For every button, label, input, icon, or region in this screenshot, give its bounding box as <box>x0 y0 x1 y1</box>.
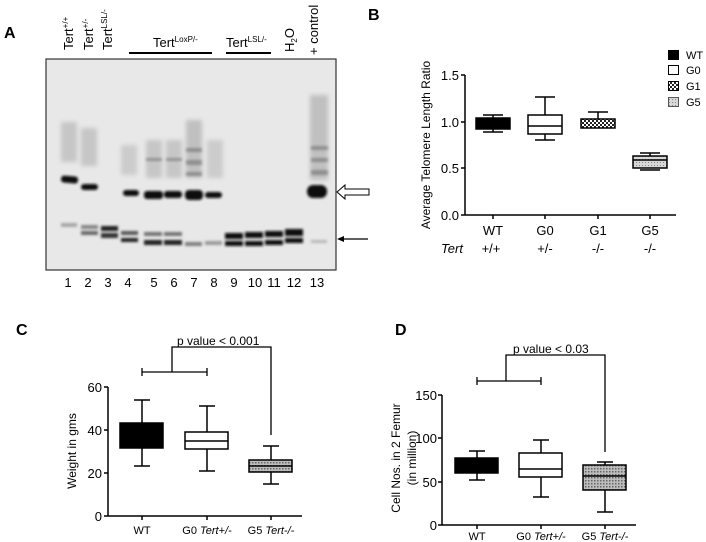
legend-swatch-g0 <box>668 65 679 75</box>
lane-number: 11 <box>267 275 281 290</box>
x-tick-label: G0 Tert+/- <box>516 531 566 542</box>
gel-upper-bands <box>61 175 327 200</box>
x-tick-label: G0 <box>536 223 553 238</box>
significance-bracket <box>476 354 606 452</box>
genotype-row-label: Tert <box>441 241 464 256</box>
y-tick: 100 <box>415 431 437 446</box>
panel-letter-c: C <box>16 322 28 339</box>
y-axis-label: Weight in gms <box>65 413 79 489</box>
lane-number: 2 <box>84 275 91 290</box>
gel-faint-bands <box>146 146 328 176</box>
gel-smears <box>61 95 328 180</box>
open-arrow-icon <box>336 183 370 201</box>
y-tick: 0 <box>430 518 437 533</box>
lane-number: 8 <box>210 275 217 290</box>
header-tert-lsl: TertLSL/- <box>100 9 115 50</box>
panel-c: C Weight in gms 60 40 20 0 WT G0 Tert+/-… <box>16 322 302 537</box>
x-tick-label: G5 Tert-/- <box>248 525 295 537</box>
lane-number: 13 <box>310 275 324 290</box>
x-tick-label: G0 Tert+/- <box>182 525 232 537</box>
x-tick-label: G5 <box>641 223 658 238</box>
lane-number: 10 <box>248 275 262 290</box>
panel-a: A Tert+/+ Tert+/- TertLSL/- TertLoxP/- T… <box>4 5 370 290</box>
legend-label: G1 <box>686 81 701 93</box>
panel-letter-b: B <box>368 7 380 24</box>
panel-d: D Cell Nos. in 2 Femur (in million) 150 … <box>389 322 636 542</box>
header-group-lsl: TertLSL/- <box>226 35 267 50</box>
genotype-label: +/- <box>537 241 553 256</box>
y-tick: 0 <box>95 509 102 524</box>
y-axis-label: Cell Nos. in 2 Femur <box>389 403 403 512</box>
genotype-label: -/- <box>592 241 604 256</box>
panel-letter-a: A <box>4 25 16 42</box>
lane-number: 4 <box>124 275 131 290</box>
box-g5 <box>582 461 627 513</box>
y-axis-label-unit: (in million) <box>405 431 419 486</box>
lane-number: 3 <box>104 275 111 290</box>
panel-letter-d: D <box>395 322 407 339</box>
genotype-label: -/- <box>644 241 656 256</box>
legend-label: G5 <box>686 97 701 109</box>
legend-swatch-g5 <box>668 97 679 107</box>
x-tick-label: WT <box>468 531 485 542</box>
y-tick: 40 <box>88 423 102 438</box>
box-g0 <box>527 96 563 141</box>
x-tick-label: WT <box>133 525 150 537</box>
genotype-label: +/+ <box>482 241 501 256</box>
header-group-loxp: TertLoxP/- <box>153 35 198 50</box>
box-g1 <box>580 111 616 129</box>
header-tert-wt: Tert+/+ <box>61 16 76 50</box>
legend-label: WT <box>686 50 703 62</box>
legend: WT G0 G1 G5 <box>668 50 703 109</box>
header-h2o: H2O <box>282 28 299 52</box>
box-g5 <box>248 445 293 485</box>
header-control: + control <box>306 5 321 55</box>
p-value-label: p value < 0.001 <box>177 334 260 348</box>
x-tick-label: G1 <box>589 223 606 238</box>
lane-number: 5 <box>150 275 157 290</box>
gel-lower-bands <box>61 223 327 246</box>
arrow-left-icon <box>337 236 368 242</box>
box-wt <box>475 114 511 133</box>
panel-b: B Average Telomere Length Ratio 1.5 1.0 … <box>368 7 703 256</box>
y-axis-label: Average Telomere Length Ratio <box>419 61 433 230</box>
y-tick: 1.5 <box>441 68 459 83</box>
box-wt <box>454 450 499 481</box>
lane-number: 12 <box>287 275 301 290</box>
y-tick: 150 <box>415 388 437 403</box>
lane-number: 1 <box>64 275 71 290</box>
y-tick: 50 <box>423 475 437 490</box>
box-wt <box>119 399 164 467</box>
x-tick-label: WT <box>483 223 503 238</box>
box-g0 <box>184 405 229 472</box>
lane-number: 7 <box>190 275 197 290</box>
lane-numbers: 1 2 3 4 5 6 7 8 9 10 11 12 13 <box>64 275 324 290</box>
y-tick: 1.0 <box>441 115 459 130</box>
lane-number: 6 <box>170 275 177 290</box>
box-g5 <box>632 152 668 171</box>
y-tick: 0.0 <box>441 208 459 223</box>
legend-label: G0 <box>686 65 701 77</box>
significance-bracket <box>141 346 272 435</box>
legend-swatch-wt <box>668 50 679 60</box>
p-value-label: p value < 0.03 <box>513 342 589 356</box>
x-tick-label: G5 Tert-/- <box>582 531 629 542</box>
header-tert-het: Tert+/- <box>81 18 96 50</box>
lane-number: 9 <box>230 275 237 290</box>
y-tick: 0.5 <box>441 161 459 176</box>
legend-swatch-g1 <box>668 81 679 91</box>
box-g0 <box>518 439 563 498</box>
y-tick: 20 <box>88 466 102 481</box>
y-tick: 60 <box>88 380 102 395</box>
